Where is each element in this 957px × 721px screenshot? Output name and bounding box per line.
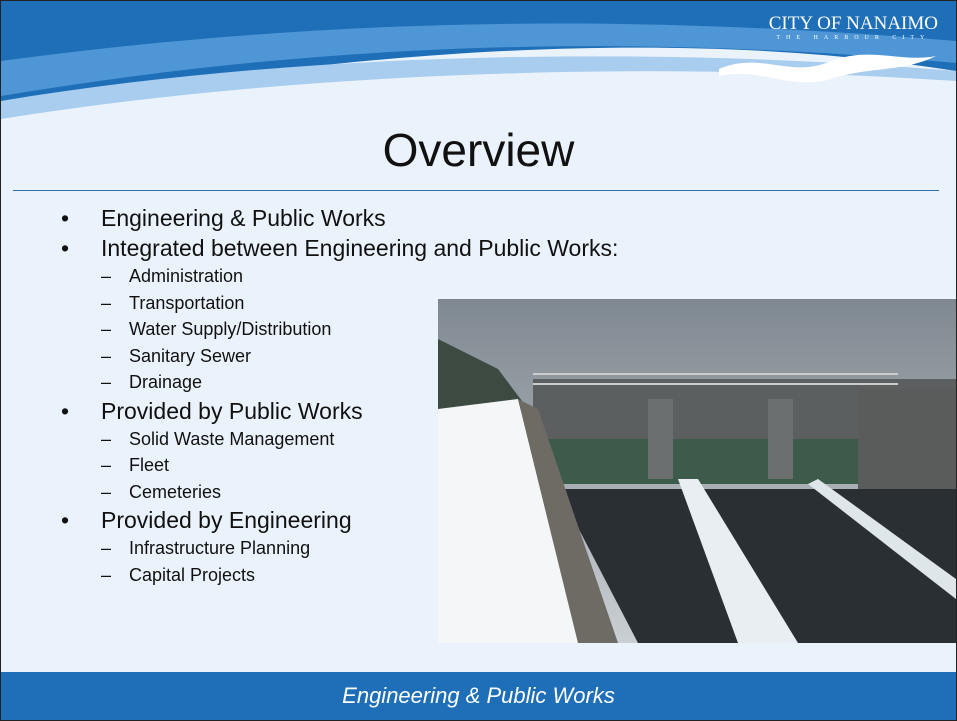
sub-bullet: Fleet bbox=[61, 452, 618, 479]
logo: CITY OF NANAIMO THE HARBOUR CITY bbox=[769, 13, 938, 41]
sub-bullet: Capital Projects bbox=[61, 562, 618, 589]
title-rule bbox=[13, 190, 939, 191]
logo-tagline: THE HARBOUR CITY bbox=[776, 35, 931, 41]
sub-bullet: Infrastructure Planning bbox=[61, 535, 618, 562]
footer: Engineering & Public Works bbox=[1, 672, 956, 720]
sub-bullet: Sanitary Sewer bbox=[61, 343, 618, 370]
bullet: Engineering & Public Works bbox=[61, 203, 618, 233]
sub-bullet: Solid Waste Management bbox=[61, 426, 618, 453]
bullet-list: Engineering & Public WorksIntegrated bet… bbox=[61, 203, 618, 588]
sub-bullet: Administration bbox=[61, 263, 618, 290]
bullet: Provided by Engineering bbox=[61, 505, 618, 535]
dam-photo bbox=[438, 299, 956, 643]
slide-title: Overview bbox=[382, 124, 575, 176]
sub-bullet: Transportation bbox=[61, 290, 618, 317]
bullet: Integrated between Engineering and Publi… bbox=[61, 233, 618, 263]
sub-bullet: Cemeteries bbox=[61, 479, 618, 506]
sub-bullet: Drainage bbox=[61, 369, 618, 396]
bullet: Provided by Public Works bbox=[61, 396, 618, 426]
header-waves bbox=[1, 1, 956, 126]
logo-text: CITY OF NANAIMO bbox=[768, 13, 938, 34]
sub-bullet: Water Supply/Distribution bbox=[61, 316, 618, 343]
